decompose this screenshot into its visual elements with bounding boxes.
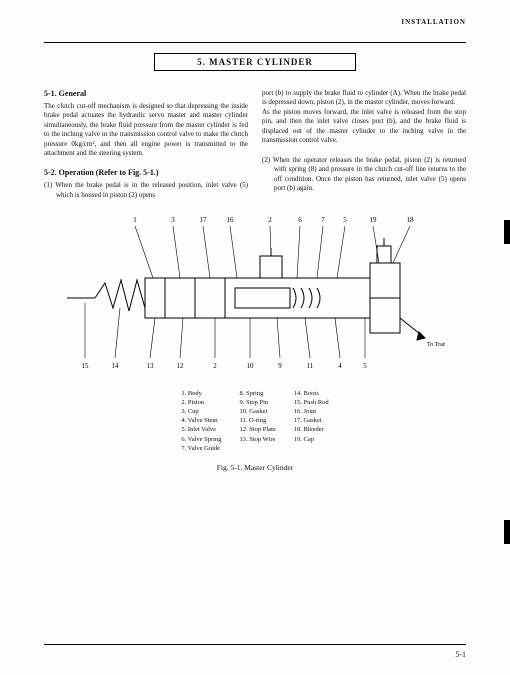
legend-item: 17. Gasket xyxy=(294,416,329,425)
legend-item: 1. Body xyxy=(181,389,221,398)
legend-item: 11. O-ring xyxy=(240,416,276,425)
master-cylinder-diagram: 13171626751918 1514131221091145 To Trans… xyxy=(65,208,445,383)
callout-bottom: 5 xyxy=(363,362,367,370)
callout-top: 5 xyxy=(343,216,347,224)
legend-item: 15. Push Rod xyxy=(294,398,329,407)
page: INSTALLATION 5. MASTER CYLINDER 5-1. Gen… xyxy=(0,0,510,675)
sec-5-1-body: The clutch cut-off mechanism is designed… xyxy=(44,102,248,159)
legend-item: 18. Bleeder xyxy=(294,425,329,434)
callout-top: 3 xyxy=(171,216,175,224)
top-rule xyxy=(44,42,466,43)
callout-top: 7 xyxy=(321,216,325,224)
figure-caption: Fig. 5-1. Master Cylinder xyxy=(44,463,466,472)
figure-5-1: 13171626751918 1514131221091145 To Trans… xyxy=(44,208,466,472)
callout-bottom: 12 xyxy=(177,362,185,370)
right-p2: As the piston moves forward, the inlet v… xyxy=(262,108,466,146)
callout-bottom: 15 xyxy=(82,362,90,370)
legend-item: 12. Stop Plate xyxy=(240,425,276,434)
page-number: 5-1 xyxy=(455,650,466,659)
legend-item: 13. Stop Wire xyxy=(240,435,276,444)
callout-top: 6 xyxy=(298,216,302,224)
callout-bottom: 10 xyxy=(247,362,255,370)
callout-bottom: 2 xyxy=(213,362,217,370)
right-column: port (b) to supply the brake fluid to cy… xyxy=(262,89,466,200)
sec-5-1-head: 5-1. General xyxy=(44,89,248,100)
callout-top: 1 xyxy=(133,216,137,224)
left-column: 5-1. General The clutch cut-off mechanis… xyxy=(44,89,248,200)
sec-5-2-item2: (2) When the operator releases the brake… xyxy=(262,156,466,194)
callout-top: 17 xyxy=(200,216,208,224)
figure-legend: 1. Body2. Piston3. Cup4. Valve Stem5. In… xyxy=(44,389,466,453)
legend-item: 2. Piston xyxy=(181,398,221,407)
legend-item: 7. Valve Guide xyxy=(181,444,221,453)
header-right: INSTALLATION xyxy=(401,18,466,26)
callout-bottom: 11 xyxy=(307,362,314,370)
callout-top: 2 xyxy=(268,216,272,224)
legend-item: 8. Spring xyxy=(240,389,276,398)
sec-5-2-head: 5-2. Operation (Refer to Fig. 5-1.) xyxy=(44,168,248,179)
callout-top: 18 xyxy=(407,216,415,224)
callout-bottom: 9 xyxy=(278,362,282,370)
legend-item: 6. Valve Spring xyxy=(181,435,221,444)
edge-mark-icon xyxy=(504,520,510,544)
legend-col-3: 14. Boots15. Push Rod16. Joint17. Gasket… xyxy=(294,389,329,453)
callout-bottom: 4 xyxy=(338,362,342,370)
legend-item: 19. Cap xyxy=(294,435,329,444)
legend-item: 5. Inlet Valve xyxy=(181,425,221,434)
figure-note-1: To Transmission Control Valve xyxy=(427,342,445,348)
legend-item: 4. Valve Stem xyxy=(181,416,221,425)
callout-bottom: 13 xyxy=(147,362,155,370)
two-column-text: 5-1. General The clutch cut-off mechanis… xyxy=(44,89,466,200)
legend-col-1: 1. Body2. Piston3. Cup4. Valve Stem5. In… xyxy=(181,389,221,453)
callout-top: 19 xyxy=(370,216,378,224)
legend-item: 3. Cup xyxy=(181,407,221,416)
callout-top: 16 xyxy=(227,216,235,224)
legend-col-2: 8. Spring9. Stop Pin10. Gasket11. O-ring… xyxy=(240,389,276,453)
callout-bottom: 14 xyxy=(112,362,120,370)
section-title: 5. MASTER CYLINDER xyxy=(154,53,356,71)
legend-item: 14. Boots xyxy=(294,389,329,398)
legend-item: 9. Stop Pin xyxy=(240,398,276,407)
edge-mark-icon xyxy=(504,220,510,244)
legend-item: 10. Gasket xyxy=(240,407,276,416)
bottom-rule xyxy=(44,644,466,645)
right-p1: port (b) to supply the brake fluid to cy… xyxy=(262,89,466,108)
legend-item: 16. Joint xyxy=(294,407,329,416)
sec-5-2-item1: (1) When the brake pedal is in the relea… xyxy=(44,181,248,200)
